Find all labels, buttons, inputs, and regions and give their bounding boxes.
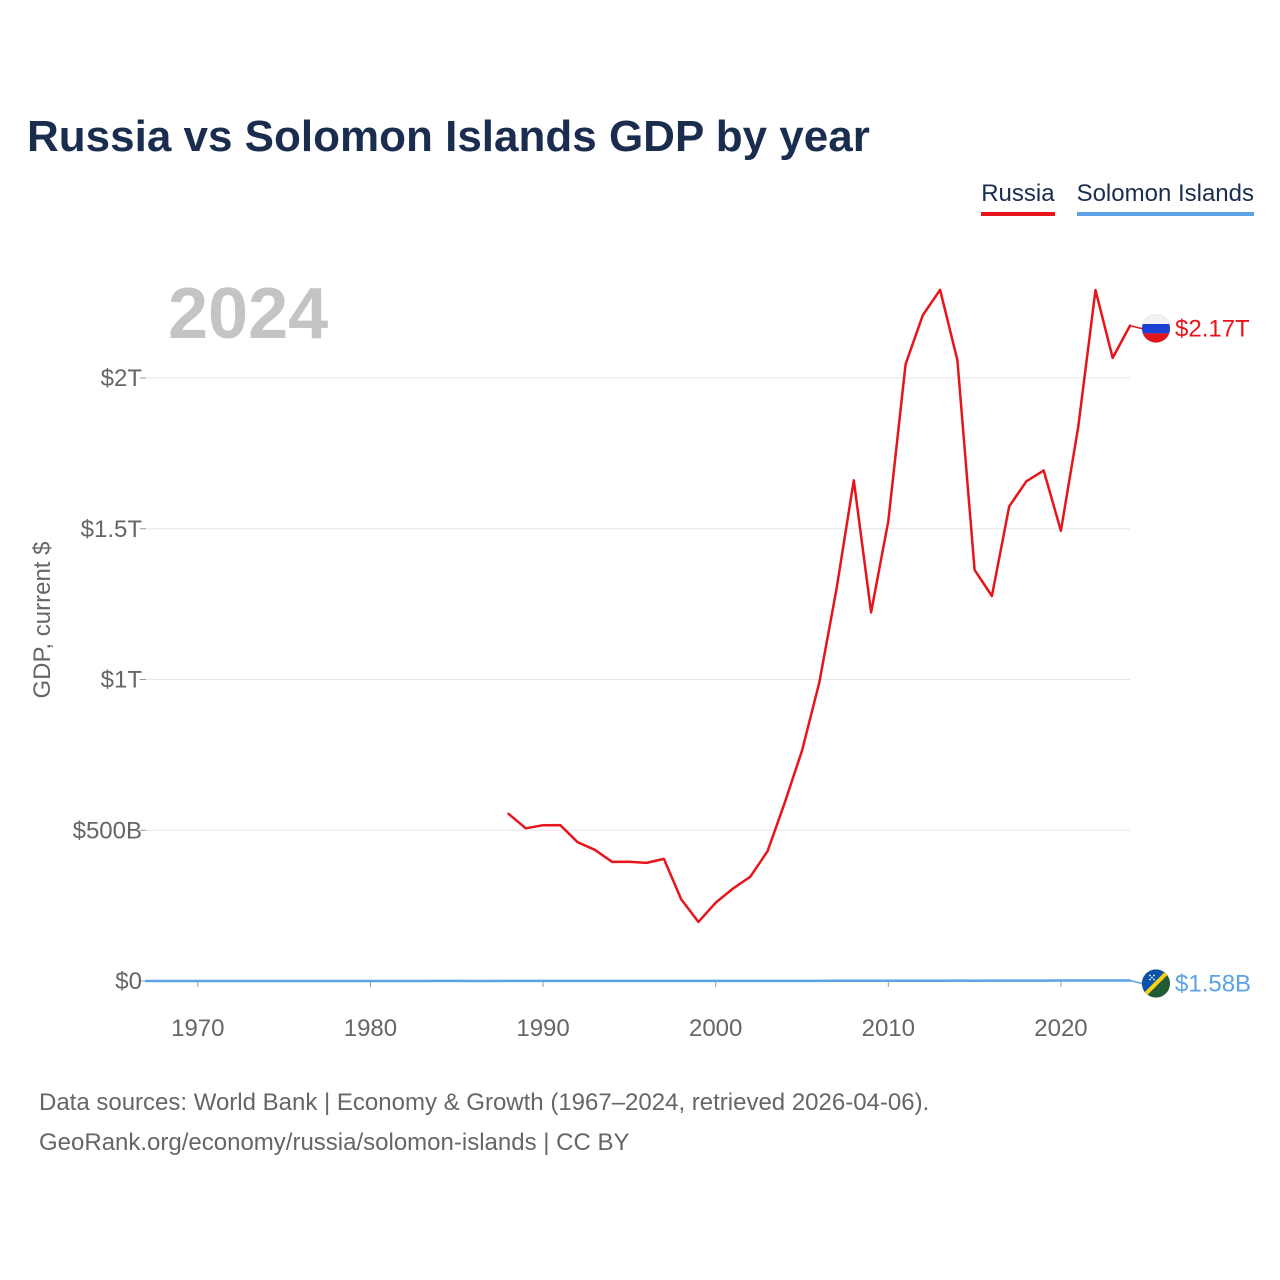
x-tick-label: 2000: [689, 1015, 742, 1042]
solomon-islands-flag-icon: [1141, 969, 1171, 999]
legend-item-russia[interactable]: Russia: [981, 180, 1055, 216]
x-tick-label: 1990: [516, 1015, 569, 1042]
x-tick-label: 2010: [862, 1015, 915, 1042]
x-tick-label: 1980: [344, 1015, 397, 1042]
end-value-label-russia: $2.17T: [1175, 316, 1250, 343]
legend: Russia Solomon Islands: [981, 180, 1254, 216]
end-connector-solomon-islands: [1129, 979, 1143, 985]
y-axis: $0 $500B $1T $1.5T $2T: [73, 365, 146, 995]
chart-title: Russia vs Solomon Islands GDP by year: [27, 112, 870, 161]
series-line-solomon-islands[interactable]: [144, 979, 1132, 983]
y-tick-label: $500B: [73, 817, 142, 844]
grid-lines: [146, 377, 1130, 982]
x-tick-label: 1970: [171, 1015, 224, 1042]
series-line-russia[interactable]: [507, 288, 1132, 924]
footer: Data sources: World Bank | Economy & Gro…: [39, 1083, 929, 1163]
end-connector-russia: [1129, 324, 1143, 330]
legend-item-solomon-islands[interactable]: Solomon Islands: [1076, 180, 1254, 216]
y-tick-label: $1T: [101, 667, 143, 694]
end-markers: $2.17T $1.58B: [1129, 314, 1251, 999]
y-tick-label: $2T: [101, 365, 143, 392]
russia-flag-icon: [1141, 314, 1171, 344]
y-axis-label: GDP, current $: [29, 542, 56, 699]
end-value-label-solomon-islands: $1.58B: [1175, 971, 1251, 998]
credit-link[interactable]: GeoRank.org/economy/russia/solomon-islan…: [39, 1129, 630, 1156]
year-watermark: 2024: [168, 274, 328, 354]
y-tick-label: $1.5T: [81, 516, 143, 543]
x-axis: 1970 1980 1990 2000 2010 2020: [171, 981, 1088, 1042]
x-tick-label: 2020: [1034, 1015, 1087, 1042]
y-tick-label: $0: [115, 968, 142, 995]
source-note: Data sources: World Bank | Economy & Gro…: [39, 1089, 930, 1116]
series-lines: [144, 288, 1132, 983]
